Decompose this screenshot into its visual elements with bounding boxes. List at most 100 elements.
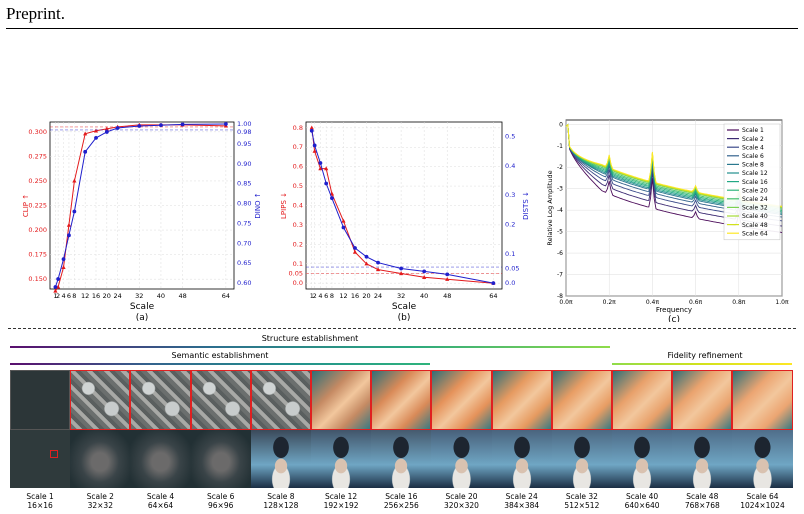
legend-label: Scale 6 [742,153,764,160]
semantic-bar [10,363,430,365]
y-right-tick-label: 0.2 [505,221,515,229]
data-point [445,272,450,277]
scale-tile-detail [431,370,492,430]
y-right-label: DINO ↑ [254,192,262,218]
data-point [66,222,72,227]
scale-tile-detail [732,370,793,430]
scale-resolution: 256×256 [383,501,419,510]
legend-label: Scale 48 [742,222,768,229]
data-point [341,225,346,230]
x-tick-label: 24 [374,292,382,300]
data-point [72,178,77,183]
x-tick-label: 20 [362,292,370,300]
data-point [312,143,317,148]
scale-resolution: 768×768 [684,501,720,510]
scale-tile-detail [190,370,251,430]
y-tick-label: -6 [557,250,563,257]
scale-name: Scale 16 [385,492,418,501]
y-tick-label: -5 [557,229,563,236]
scale-tile-portrait [672,430,733,488]
x-tick-label: 12 [339,292,347,300]
scale-name: Scale 64 [746,492,779,501]
scale-tile-portrait [431,430,492,488]
y-tick-label: 0 [559,121,563,128]
scale-caption: Scale 24 384×384 [492,492,552,510]
x-tick-label: 4 [318,292,322,300]
data-point [324,166,329,171]
y-left-tick-label: 0.150 [28,275,47,283]
y-left-label: CLIP ↑ [22,194,30,217]
y-left-tick-label: 0.7 [293,143,303,151]
y-right-tick-label: 0.85 [237,180,251,188]
y-left-tick-label: 0.5 [293,182,303,190]
data-point [422,275,427,279]
chart-b: 0.00.050.10.20.30.40.50.60.70.80.00.050.… [280,121,530,323]
data-point [93,128,99,133]
x-tick-label: 40 [420,292,428,300]
x-tick-label: 6 [67,292,71,300]
x-axis-label: Scale [130,302,155,312]
data-point [422,269,427,274]
y-right-tick-label: 0.3 [505,191,515,199]
y-right-label: DISTS ↓ [522,191,530,220]
legend-label: Scale 20 [742,187,768,194]
legend-label: Scale 64 [742,230,768,237]
y-left-tick-label: 0.200 [28,226,47,234]
scale-tile-detail [551,370,612,430]
scale-resolution: 512×512 [564,501,600,510]
legend-label: Scale 2 [742,136,764,143]
data-point [399,266,404,271]
y-left-tick-label: 0.275 [28,152,47,160]
scale-tile-detail [491,370,552,430]
x-tick-label: 48 [443,292,451,300]
legend-label: Scale 4 [742,144,764,151]
scale-caption: Scale 32 512×512 [552,492,612,510]
scale-tile-detail [612,370,673,430]
scale-tile-portrait [612,430,673,488]
scale-tile-detail [672,370,733,430]
legend-label: Scale 12 [742,170,768,177]
x-tick-label: 1 [310,292,314,300]
chart-c: 0 -1 -2 -3 -4 -5 -6 -7 -80.0π 0.2π 0.4π 0.6π 0.8π 1.0… [546,119,789,322]
y-left-tick-label: 0.6 [293,163,303,171]
data-point [330,196,334,201]
y-tick-label: -1 [557,143,563,150]
scale-name: Scale 6 [207,492,235,501]
x-tick-label: 8 [330,292,334,300]
data-point [399,271,404,276]
scale-tile-portrait [190,430,251,488]
x-tick-label: 1.0π [775,299,789,306]
preprint-label: Preprint. [6,4,66,23]
scale-tile-portrait [371,430,432,488]
data-point [341,218,346,223]
scale-resolution: 96×96 [208,501,234,510]
scale-resolution: 640×640 [624,501,660,510]
x-tick-label: 2 [56,292,60,300]
data-point [364,254,369,259]
x-tick-label: 48 [178,292,186,300]
data-point [376,260,380,265]
y-left-label: LPIPS ↓ [280,192,288,219]
data-point [159,123,163,128]
panel-label: (a) [136,313,149,323]
legend-label: Scale 16 [742,179,768,186]
data-point [318,166,323,171]
y-right-tick-label: 0.98 [237,128,251,136]
y-tick-label: -3 [557,186,563,193]
scale-name: Scale 1 [26,492,54,501]
y-left-tick-label: 0.1 [293,260,303,268]
x-tick-label: 32 [135,292,143,300]
scale-resolution: 320×320 [444,501,479,510]
scale-name: Scale 40 [626,492,659,501]
x-tick-label: 0.0π [559,299,573,306]
structure-label: Structure establishment [261,334,359,343]
page-header: Preprint. [6,0,798,29]
scale-caption: Scale 4 64×64 [131,492,191,510]
y-right-tick-label: 0.0 [505,279,515,287]
data-point [309,128,314,133]
x-tick-label: 0.6π [689,299,703,306]
scale-name: Scale 8 [267,492,295,501]
scale-caption: Scale 16 256×256 [371,492,431,510]
fidelity-bar [612,363,792,365]
y-right-tick-label: 0.95 [237,140,251,148]
